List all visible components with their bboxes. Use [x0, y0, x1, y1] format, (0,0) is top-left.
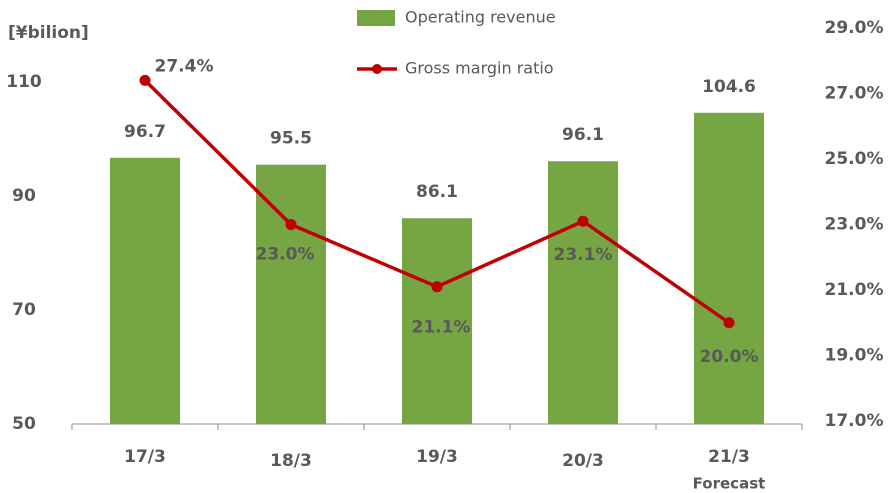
y-tick-label: 90	[12, 186, 36, 206]
y2-tick-label: 25.0%	[825, 149, 884, 169]
legend-dot	[372, 64, 382, 74]
bar	[548, 161, 618, 425]
y2-tick-label: 17.0%	[825, 411, 884, 431]
y2-tick-label: 23.0%	[825, 215, 884, 235]
line-value-label: 20.0%	[700, 347, 759, 367]
y-tick-label: 70	[12, 300, 36, 320]
legend-label: Operating revenue	[405, 8, 556, 27]
y2-tick-label: 19.0%	[825, 346, 884, 366]
bar	[110, 157, 180, 424]
legend-label: Gross margin ratio	[405, 59, 554, 78]
line-point	[285, 219, 297, 230]
x-tick-label: 20/3	[562, 451, 604, 471]
line-value-label: 23.1%	[554, 245, 613, 265]
x-tick-label: 18/3	[270, 451, 312, 471]
bar	[256, 164, 326, 424]
y2-tick-label: 29.0%	[825, 18, 884, 38]
y2-tick-label: 27.0%	[825, 84, 884, 104]
legend-swatch	[357, 10, 395, 26]
bar-value-label: 104.6	[702, 77, 756, 97]
line-point	[577, 215, 589, 227]
y-tick-label: 50	[12, 414, 36, 434]
y-tick-label: 110	[6, 72, 42, 92]
line-value-label: 21.1%	[412, 318, 471, 338]
bar-value-label: 95.5	[270, 129, 312, 149]
line-value-label: 23.0%	[256, 245, 315, 265]
line-point	[139, 74, 151, 86]
bar-value-label: 86.1	[416, 182, 458, 202]
line-value-label: 27.4%	[155, 56, 214, 76]
y2-tick-label: 21.0%	[825, 280, 884, 300]
y-axis-label: [¥bilion]	[8, 23, 89, 43]
x-tick-label: 19/3	[416, 447, 458, 467]
bar-value-label: 96.7	[124, 122, 166, 142]
line-point	[431, 281, 443, 293]
x-tick-label: 17/3	[124, 447, 166, 467]
line-point	[723, 317, 735, 329]
bar	[694, 112, 764, 424]
x-tick-label: 21/3	[708, 447, 750, 467]
annotation: Forecast	[693, 475, 766, 493]
bar	[402, 218, 472, 424]
bar-value-label: 96.1	[562, 125, 604, 145]
